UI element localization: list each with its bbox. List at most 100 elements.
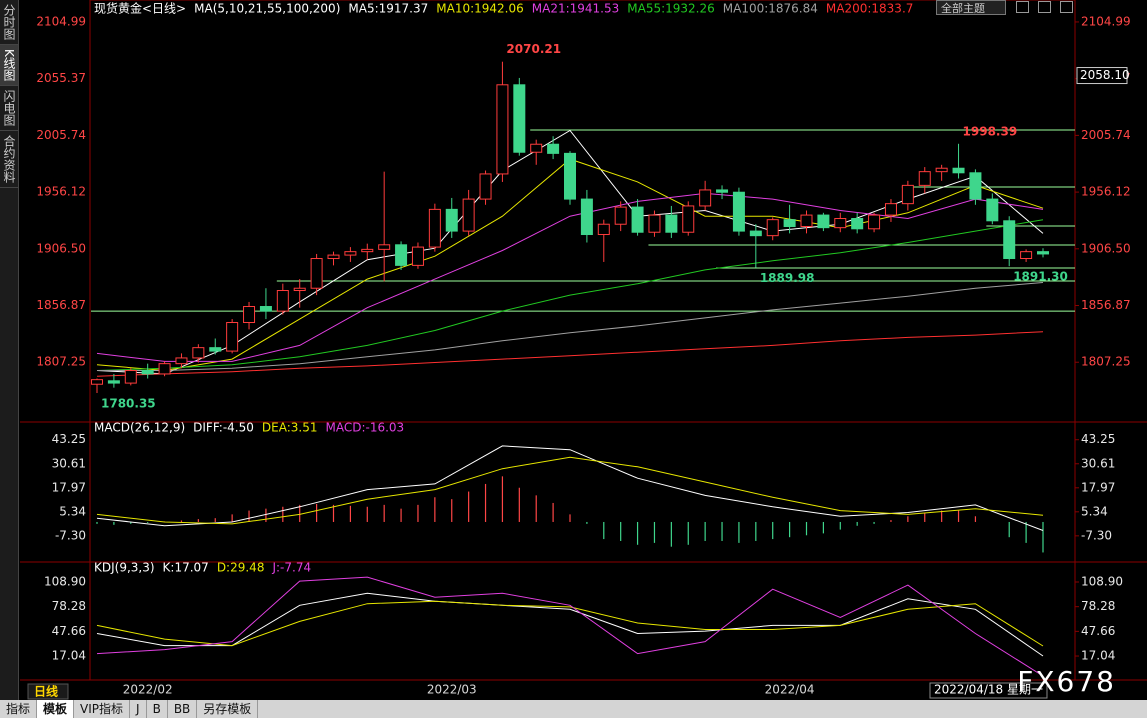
candle-body [209, 347, 222, 352]
toolbar: 指标 模板 VIP指标 J B BB 另存模板 [0, 700, 1147, 718]
candle-body [243, 306, 256, 324]
candle-body [868, 214, 881, 230]
candle-body [749, 230, 762, 237]
candle-body [969, 172, 982, 200]
y-tick-label: 47.66 [52, 624, 86, 638]
series-line [96, 445, 1044, 531]
legend-item: D:29.48 [217, 561, 265, 575]
candle-body [513, 84, 526, 153]
candle-body [428, 208, 441, 248]
candle-body [1003, 220, 1016, 260]
candle-body [445, 208, 458, 232]
y-tick-label: 5.34 [59, 504, 86, 518]
toolbar-tab[interactable]: VIP指标 [74, 700, 131, 718]
series-line [96, 219, 1044, 371]
candle-body [192, 347, 205, 359]
toolbar-tab[interactable]: B [147, 700, 168, 718]
y-tick-label: 2005.74 [1081, 128, 1131, 142]
y-tick-label: -7.30 [55, 528, 86, 542]
y-tick-label: 1856.87 [36, 298, 86, 312]
candle-body [732, 191, 745, 232]
legend-item: MA5:1917.37 [348, 2, 428, 16]
candle-body [901, 184, 914, 205]
watermark: FX678 [1017, 665, 1116, 698]
sidebar: 分时图 K线图 闪电图 合约资料 [0, 0, 19, 700]
candle-body [547, 143, 560, 154]
candle-body [411, 246, 424, 266]
y-tick-label: 47.66 [1081, 624, 1115, 638]
candle-body [716, 189, 729, 193]
legend-item: MACD:-16.03 [325, 421, 404, 435]
candle-body [124, 370, 137, 384]
cursor-date: 2022/04/18 星期一 [934, 683, 1043, 697]
y-tick-label: 2005.74 [36, 128, 86, 142]
y-tick-label: 78.28 [1081, 599, 1115, 613]
series-line [96, 456, 1044, 525]
window-icon[interactable] [1060, 1, 1073, 13]
candle-body [158, 363, 171, 375]
theme-button[interactable]: 全部主题 [936, 0, 1006, 15]
candle-body [479, 173, 492, 200]
series-line [96, 192, 1044, 362]
y-tick-label: 5.34 [1081, 504, 1108, 518]
y-tick-label: 108.90 [1081, 575, 1123, 589]
price-annotation: 1891.30 [1013, 270, 1068, 284]
sidebar-tab[interactable]: 合约资料 [0, 131, 18, 188]
y-tick-label: 1807.25 [1081, 355, 1131, 369]
candle-body [276, 290, 289, 312]
sidebar-tab[interactable]: 闪电图 [0, 86, 18, 131]
candle-body [884, 203, 897, 216]
toolbar-tab[interactable]: 指标 [0, 700, 38, 718]
toolbar-tab[interactable]: BB [168, 700, 198, 718]
legend-item: MA100:1876.84 [723, 2, 818, 16]
x-tick-label: 2022/03 [427, 683, 477, 697]
candle-body [462, 198, 475, 232]
candle-body [851, 218, 864, 230]
y-tick-label: 30.61 [52, 456, 86, 470]
series-line [96, 331, 1044, 377]
candle-body [530, 143, 543, 153]
candle-body [614, 206, 627, 225]
candle-body [648, 214, 661, 233]
y-tick-label: 43.25 [1081, 432, 1115, 446]
price-annotation: 1780.35 [101, 396, 156, 410]
sidebar-tab[interactable]: K线图 [0, 45, 18, 86]
y-tick-label: 1807.25 [36, 355, 86, 369]
sidebar-tab[interactable]: 分时图 [0, 0, 18, 45]
candle-body [1020, 251, 1033, 260]
x-tick-label: 2022/04 [765, 683, 815, 697]
candle-body [631, 206, 644, 233]
price-annotation: 1889.98 [760, 271, 815, 285]
y-tick-label: 2055.37 [36, 71, 86, 85]
legend-item: J:-7.74 [271, 561, 311, 575]
legend-item: 现货黄金<日线> [94, 1, 186, 16]
series-line [97, 282, 1044, 371]
price-annotation: 2070.21 [506, 42, 561, 56]
candle-body [1037, 251, 1049, 255]
toolbar-tab[interactable]: J [130, 700, 147, 718]
y-tick-label: 1906.50 [36, 241, 86, 255]
legend-item: MA200:1833.7 [826, 2, 914, 16]
candle-body [175, 357, 188, 365]
candle-body [986, 198, 999, 222]
window-icon[interactable] [1038, 1, 1051, 13]
legend-item: DEA:3.51 [262, 421, 318, 435]
candle-body [361, 248, 374, 253]
candle-body [682, 205, 695, 233]
window-icon[interactable] [1016, 1, 1029, 13]
candle-body [226, 322, 239, 352]
toolbar-tab[interactable]: 模板 [37, 700, 75, 718]
candle-body [783, 219, 796, 228]
toolbar-tab[interactable]: 另存模板 [197, 700, 259, 718]
candle-body [107, 380, 120, 384]
legend-item: DIFF:-4.50 [193, 421, 254, 435]
candle-body [378, 244, 391, 250]
y-tick-label: 78.28 [52, 599, 86, 613]
candle-body [310, 258, 323, 289]
y-tick-label: 2104.99 [1081, 14, 1131, 28]
candle-body [935, 167, 948, 173]
legend-item: MA55:1932.26 [627, 2, 715, 16]
y-tick-label: -7.30 [1081, 528, 1112, 542]
candle-body [91, 379, 103, 385]
legend-item: MACD(26,12,9) [94, 421, 185, 435]
